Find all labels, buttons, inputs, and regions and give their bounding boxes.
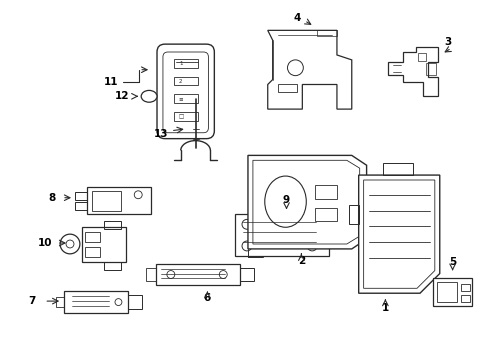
Bar (156, 264, 240, 285)
Text: 2: 2 (297, 256, 305, 266)
Text: 4: 4 (293, 13, 301, 23)
Bar (317, 30, 336, 36)
Bar (103, 262, 121, 270)
Text: 9: 9 (283, 195, 289, 205)
Bar (348, 204, 358, 224)
Text: 10: 10 (38, 238, 52, 248)
Text: 6: 6 (203, 293, 211, 303)
Text: 7: 7 (29, 296, 36, 306)
Bar (432, 278, 471, 306)
Text: ≡: ≡ (178, 97, 183, 102)
Bar (75, 202, 87, 210)
Bar (315, 185, 336, 199)
Text: 1: 1 (179, 61, 182, 66)
Bar (460, 284, 469, 291)
Bar (56, 297, 64, 307)
Text: □: □ (178, 114, 183, 120)
Bar (417, 53, 425, 61)
Bar (92, 191, 121, 211)
Bar (84, 232, 100, 242)
Text: 1: 1 (381, 303, 388, 313)
Bar (240, 267, 253, 282)
Bar (75, 192, 87, 200)
Bar (436, 282, 456, 302)
Bar (383, 163, 412, 175)
Bar (173, 77, 197, 85)
Bar (173, 94, 197, 103)
Bar (81, 227, 126, 262)
Text: 8: 8 (48, 193, 56, 203)
Bar (146, 267, 156, 282)
Polygon shape (267, 30, 351, 109)
Bar (84, 247, 100, 257)
Bar (460, 295, 469, 302)
Circle shape (60, 234, 80, 254)
Polygon shape (247, 156, 366, 249)
Circle shape (134, 191, 142, 199)
Text: 11: 11 (104, 77, 119, 86)
Text: 2: 2 (179, 79, 182, 84)
Text: 12: 12 (115, 91, 129, 101)
Text: 5: 5 (448, 257, 455, 267)
Bar (173, 112, 197, 121)
Text: 13: 13 (153, 129, 168, 139)
Bar (128, 295, 142, 309)
Polygon shape (387, 47, 437, 96)
Bar (87, 187, 151, 215)
Ellipse shape (141, 90, 157, 102)
Bar (173, 59, 197, 68)
Bar (315, 208, 336, 221)
Bar (328, 222, 344, 248)
Polygon shape (358, 175, 439, 293)
Circle shape (115, 299, 122, 306)
Bar (235, 215, 328, 256)
FancyBboxPatch shape (157, 44, 214, 139)
Bar (277, 85, 297, 93)
Bar (425, 63, 435, 75)
Bar (103, 221, 121, 229)
Bar (64, 291, 128, 313)
Text: 3: 3 (443, 37, 450, 47)
